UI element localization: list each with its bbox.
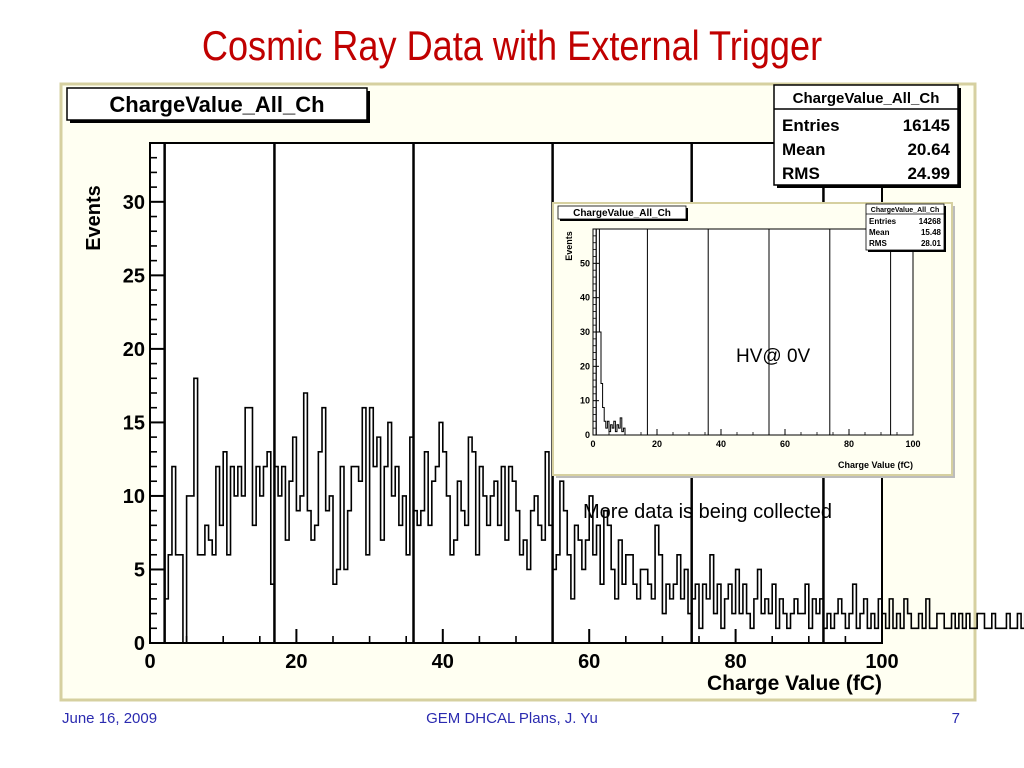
y-tick-label-15: 15 <box>123 412 145 434</box>
y-tick-label-20: 20 <box>123 339 145 361</box>
x-tick-label-20: 20 <box>285 651 307 673</box>
x-tick-label-60: 60 <box>780 439 790 449</box>
inset-plot-area <box>592 228 914 436</box>
x-tick-label-0: 0 <box>590 439 595 449</box>
main-stats-rms: 24.99 <box>907 164 950 183</box>
inset-stats-name: ChargeValue_All_Ch <box>871 207 939 214</box>
x-tick-label-80: 80 <box>844 439 854 449</box>
y-tick-label-50: 50 <box>580 258 590 268</box>
y-tick-label-10: 10 <box>580 396 590 406</box>
collection-note: More data is being collected <box>583 501 832 523</box>
footer-date: June 16, 2009 <box>62 710 158 727</box>
inset-xlabel: Charge Value (fC) <box>838 460 913 470</box>
y-tick-label-25: 25 <box>123 265 145 287</box>
page-number: 7 <box>951 710 960 727</box>
inset-stats-mean-label: Mean <box>869 228 890 237</box>
x-tick-label-20: 20 <box>652 439 662 449</box>
main-stats-entries-label: Entries <box>782 116 840 135</box>
x-tick-label-100: 100 <box>865 651 898 673</box>
main-stats-box <box>773 84 959 186</box>
inset-ylabel: Events <box>564 231 574 261</box>
inset-stats-mean: 15.48 <box>921 228 942 237</box>
inset-stats-entries-label: Entries <box>869 217 897 226</box>
x-tick-label-0: 0 <box>144 651 155 673</box>
inset-histogram <box>593 228 641 436</box>
slide-title: Cosmic Ray Data with External Trigger <box>201 22 823 69</box>
y-tick-label-40: 40 <box>580 293 590 303</box>
main-stats-name: ChargeValue_All_Ch <box>793 90 940 107</box>
inset-stats-box <box>865 203 945 251</box>
main-stats-mean: 20.64 <box>907 140 950 159</box>
main-histogram <box>150 377 1024 644</box>
inset-stats-entries: 14268 <box>919 217 942 226</box>
y-tick-label-0: 0 <box>134 633 145 655</box>
inset-title-box <box>557 205 687 220</box>
footer-center: GEM DHCAL Plans, J. Yu <box>426 710 598 727</box>
y-tick-label-30: 30 <box>580 327 590 337</box>
inset-stats-rms: 28.01 <box>921 239 942 248</box>
main-stats-rms-label: RMS <box>782 164 820 183</box>
main-title: ChargeValue_All_Ch <box>109 92 324 117</box>
main-title-box <box>66 87 368 121</box>
y-tick-label-30: 30 <box>123 192 145 214</box>
main-stats-mean-label: Mean <box>782 140 825 159</box>
x-tick-label-40: 40 <box>432 651 454 673</box>
y-tick-label-20: 20 <box>580 361 590 371</box>
x-tick-label-40: 40 <box>716 439 726 449</box>
main-ylabel: Events <box>83 185 105 251</box>
y-tick-label-5: 5 <box>134 559 145 581</box>
x-tick-label-100: 100 <box>905 439 920 449</box>
y-tick-label-10: 10 <box>123 486 145 508</box>
inset-annotation: HV@ 0V <box>736 346 811 367</box>
inset-title: ChargeValue_All_Ch <box>573 208 671 219</box>
x-tick-label-60: 60 <box>578 651 600 673</box>
inset-stats-rms-label: RMS <box>869 239 887 248</box>
x-tick-label-80: 80 <box>724 651 746 673</box>
main-xlabel: Charge Value (fC) <box>707 672 882 695</box>
main-stats-entries: 16145 <box>903 116 950 135</box>
y-tick-label-0: 0 <box>585 430 590 440</box>
